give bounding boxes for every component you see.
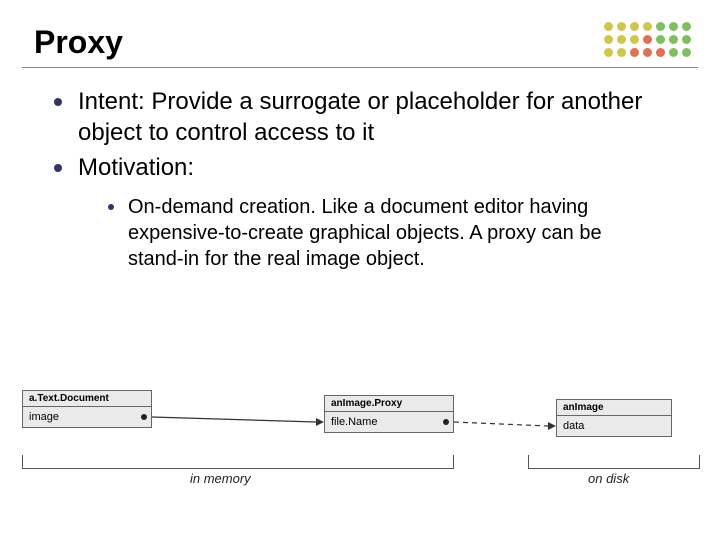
decoration-dots	[604, 22, 692, 58]
diagram-bracket-label: on disk	[588, 471, 629, 486]
list-item: Motivation:	[54, 152, 660, 183]
port-icon	[443, 419, 449, 425]
diagram-node-header: anImage.Proxy	[324, 395, 454, 411]
diagram-node: a.Text.Documentimage	[22, 390, 152, 428]
diagram-node: anImage.Proxyfile.Name	[324, 395, 454, 433]
bullet-list: Intent: Provide a surrogate or placehold…	[0, 86, 720, 184]
port-icon	[141, 414, 147, 420]
diagram-bracket-label: in memory	[190, 471, 251, 486]
diagram-node-body: data	[556, 415, 672, 437]
diagram-node: anImagedata	[556, 399, 672, 437]
diagram-node-body: image	[22, 406, 152, 428]
title-underline	[22, 67, 698, 68]
sub-bullet-list: On-demand creation. Like a document edit…	[0, 188, 720, 272]
bullet-icon	[54, 164, 62, 172]
bullet-icon	[108, 204, 114, 210]
diagram-node-header: anImage	[556, 399, 672, 415]
bullet-text: Intent: Provide a surrogate or placehold…	[78, 86, 660, 148]
bullet-text: Motivation:	[78, 152, 194, 183]
diagram-bracket	[22, 455, 454, 469]
list-item: On-demand creation. Like a document edit…	[108, 194, 660, 272]
diagram: a.Text.Documentimage anImage.Proxyfile.Na…	[0, 385, 720, 525]
sub-bullet-text: On-demand creation. Like a document edit…	[128, 194, 660, 272]
list-item: Intent: Provide a surrogate or placehold…	[54, 86, 660, 148]
bullet-icon	[54, 98, 62, 106]
diagram-node-body: file.Name	[324, 411, 454, 433]
diagram-node-header: a.Text.Document	[22, 390, 152, 406]
diagram-bracket	[528, 455, 700, 469]
